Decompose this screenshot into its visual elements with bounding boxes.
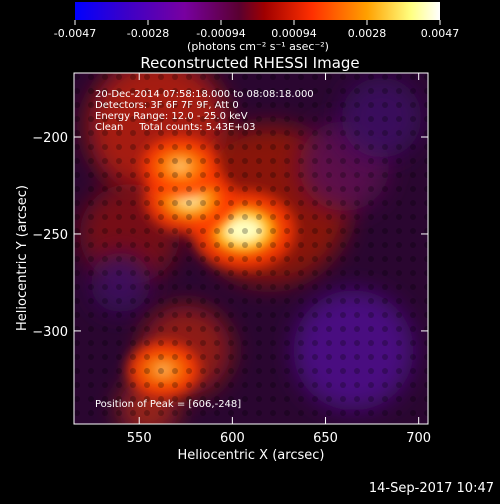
plot-frame bbox=[73, 72, 429, 425]
colorbar-tick-label: 0.0047 bbox=[421, 27, 460, 40]
colorbar-tick-label: 0.0028 bbox=[348, 27, 387, 40]
colorbar-tick-label: -0.00094 bbox=[196, 27, 245, 40]
x-axis-ticks: 550 600 650 700 bbox=[127, 73, 431, 446]
x-tick-label: 550 bbox=[127, 431, 152, 446]
info-line: Detectors: 3F 6F 7F 9F, Att 0 bbox=[95, 100, 239, 111]
y-axis-label: Heliocentric Y (arcsec) bbox=[15, 185, 30, 331]
x-tick-label: 600 bbox=[220, 431, 245, 446]
x-tick-label: 650 bbox=[313, 431, 338, 446]
x-axis-label: Heliocentric X (arcsec) bbox=[178, 448, 325, 463]
colorbar bbox=[75, 2, 440, 20]
colorbar-tick-label: 0.00094 bbox=[271, 27, 317, 40]
y-axis-ticks: −200 −250 −300 bbox=[32, 131, 428, 340]
heatmap-image bbox=[74, 73, 428, 424]
colorbar-ticks: -0.0047 -0.0028 -0.00094 0.00094 0.0028 0.004… bbox=[54, 20, 459, 40]
plot-timestamp: 14-Sep-2017 10:47 bbox=[368, 481, 494, 496]
y-tick-label: −300 bbox=[32, 325, 68, 340]
info-line: Energy Range: 12.0 - 25.0 keV bbox=[95, 111, 248, 122]
colorbar-tick-label: -0.0047 bbox=[54, 27, 96, 40]
info-line: Clean Total counts: 5.43E+03 bbox=[95, 122, 255, 133]
x-tick-label: 700 bbox=[406, 431, 431, 446]
y-tick-label: −200 bbox=[32, 131, 68, 146]
colorbar-tick-label: -0.0028 bbox=[127, 27, 169, 40]
y-tick-label: −250 bbox=[32, 228, 68, 243]
colorbar-unit-label: (photons cm⁻² s⁻¹ asec⁻²) bbox=[187, 40, 329, 53]
chart-title: Reconstructed RHESSI Image bbox=[140, 54, 359, 72]
observation-info: 20-Dec-2014 07:58:18.000 to 08:08:18.000… bbox=[95, 89, 314, 133]
peak-position-label: Position of Peak = [606,-248] bbox=[95, 399, 241, 410]
info-line: 20-Dec-2014 07:58:18.000 to 08:08:18.000 bbox=[95, 89, 314, 100]
